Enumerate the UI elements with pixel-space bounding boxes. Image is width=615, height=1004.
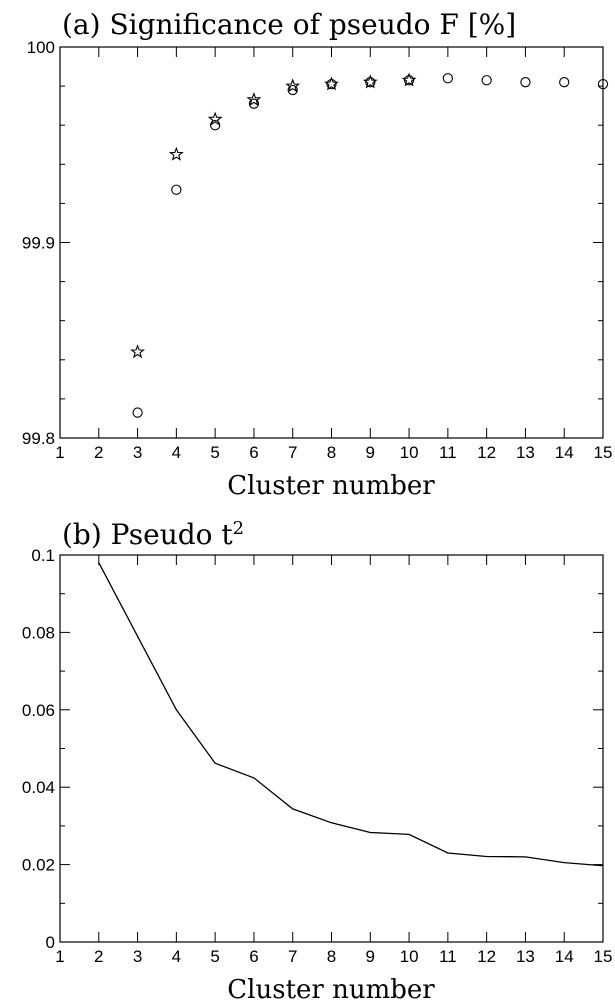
chart-b-ytick-label: 0.08	[22, 623, 55, 642]
chart-a-star-point	[168, 146, 184, 161]
chart-b-ytick-label: 0	[46, 933, 55, 952]
chart-a-circle-point	[209, 120, 221, 131]
chart-b-xtick-label: 13	[516, 947, 535, 966]
chart-b-xtick-label: 8	[327, 947, 336, 966]
chart-a-star-point	[246, 92, 262, 107]
chart-a-circle-point	[559, 77, 570, 88]
chart-b-ytick-label: 0.04	[22, 778, 55, 797]
chart-b-xtick-label: 7	[288, 947, 297, 966]
chart-a-xtick-label: 5	[210, 443, 219, 462]
chart-b-xtick-label: 9	[366, 947, 375, 966]
chart-a-xtick-label: 12	[477, 443, 496, 462]
chart-a-star-point	[401, 72, 417, 87]
chart-a-title: (a) Significance of pseudo F [%]	[62, 8, 516, 41]
chart-a-xtick-label: 8	[327, 443, 336, 462]
chart-a-circle-point	[287, 84, 298, 96]
chart-a-star-point	[324, 76, 339, 91]
chart-a-ytick-label: 99.8	[22, 429, 55, 448]
chart-a-star-point	[362, 74, 378, 89]
chart-b-xtick-label: 14	[555, 947, 574, 966]
chart-b-marks	[98, 562, 604, 867]
chart-a-xtick-label: 10	[400, 443, 419, 462]
chart-b-series-line	[98, 562, 604, 867]
chart-b-xtick-label: 4	[172, 947, 181, 966]
chart-a-plot-frame	[59, 46, 604, 439]
chart-a-circle-point	[365, 77, 376, 88]
chart-a-circle-point	[520, 77, 531, 88]
chart-a-xtick-label: 2	[94, 443, 103, 462]
chart-a-ytick-label: 99.9	[22, 234, 55, 253]
chart-a-xtick-label: 15	[594, 443, 613, 462]
chart-b-xtick-label: 6	[249, 947, 258, 966]
chart-b-ytick-label: 0.06	[22, 701, 55, 720]
chart-a-circle-point	[326, 78, 337, 90]
chart-a-xtick-label: 11	[439, 443, 457, 462]
chart-a-circle-point	[597, 78, 609, 90]
chart-a-xtick-label: 13	[516, 443, 535, 462]
chart-a-circle-point	[442, 73, 454, 84]
chart-a-star-point	[285, 78, 301, 93]
chart-a-xtick-label: 1	[55, 443, 64, 462]
chart-b-xtick-label: 11	[439, 947, 457, 966]
chart-a-circle-point	[481, 75, 492, 86]
chart-b-ytick-label: 0.1	[31, 546, 55, 565]
chart-b-xtick-label: 2	[94, 947, 103, 966]
chart-a-xlabel: Cluster number	[227, 471, 435, 501]
chart-a-circle-point	[248, 98, 260, 109]
chart-a-xtick-label: 3	[133, 443, 142, 462]
chart-b-xtick-label: 15	[594, 947, 613, 966]
chart-b-xtick-label: 1	[55, 947, 64, 966]
chart-b-xtick-label: 12	[477, 947, 496, 966]
chart-a-star-point	[130, 344, 145, 359]
chart-a-xtick-label: 4	[172, 443, 181, 462]
chart-b-xtick-label: 3	[133, 947, 142, 966]
chart-a-xtick-label: 9	[366, 443, 375, 462]
chart-a-circle-point	[403, 75, 415, 86]
chart-a-circle-point	[171, 184, 182, 195]
chart-a-marks	[130, 72, 609, 418]
chart-panel-b: (b) Pseudo t2 1 2 3 4 5 6 7 8 9 10 11 12 13 14 1500.02…	[22, 518, 613, 1004]
chart-a-xtick-label: 7	[288, 443, 297, 462]
chart-b-xlabel: Cluster number	[227, 975, 435, 1004]
chart-b-title: (b) Pseudo t2	[62, 518, 244, 551]
chart-b-xtick-label: 10	[400, 947, 419, 966]
chart-a-xtick-label: 14	[555, 443, 574, 462]
chart-a-xtick-label: 6	[249, 443, 258, 462]
chart-b-title-main: (b) Pseudo t	[62, 518, 233, 551]
chart-b-xtick-label: 5	[210, 947, 219, 966]
chart-a-star-point	[207, 111, 223, 126]
chart-b-title-superscript: 2	[233, 518, 244, 539]
chart-b-ticks: 1 2 3 4 5 6 7 8 9 10 11 12 13 14 1500.020.040.060.080.…	[22, 546, 613, 966]
chart-b-ytick-label: 0.02	[22, 856, 55, 875]
chart-a-circle-point	[132, 407, 143, 418]
chart-a-ytick-label: 100	[27, 38, 55, 57]
chart-b-plot-frame	[59, 554, 604, 943]
